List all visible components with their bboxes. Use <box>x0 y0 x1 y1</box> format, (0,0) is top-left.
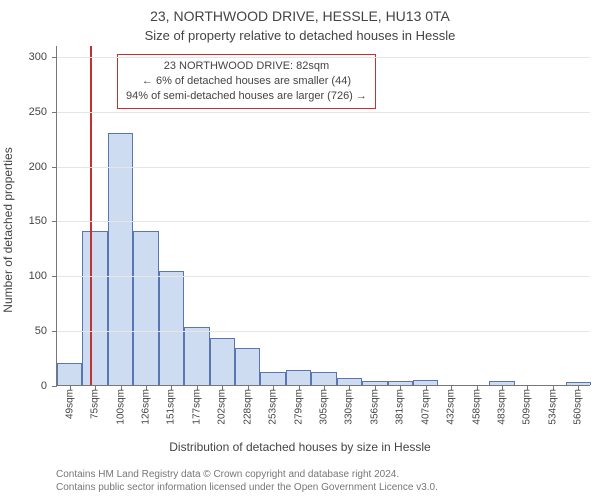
xtick-label: 202sqm <box>217 389 228 425</box>
plot-inner: 23 NORTHWOOD DRIVE: 82sqm ← 6% of detach… <box>56 46 590 386</box>
annotation-box: 23 NORTHWOOD DRIVE: 82sqm ← 6% of detach… <box>117 54 376 109</box>
xtick-label: 49sqm <box>64 389 75 419</box>
xtick-label: 279sqm <box>293 389 304 425</box>
histogram-bar <box>260 372 285 385</box>
histogram-bar <box>82 231 107 385</box>
xtick-label: 177sqm <box>191 389 202 425</box>
reference-line <box>90 46 92 385</box>
plot-area: 23 NORTHWOOD DRIVE: 82sqm ← 6% of detach… <box>56 46 590 386</box>
xtick-label: 509sqm <box>522 389 533 425</box>
histogram-bar <box>235 348 260 385</box>
histogram-bar <box>184 327 209 385</box>
xtick-label: 356sqm <box>369 389 380 425</box>
histogram-bar <box>159 271 184 385</box>
y-axis-label: Number of detached properties <box>1 147 15 312</box>
gridline <box>57 57 590 58</box>
histogram-bar <box>133 231 158 385</box>
ytick-label: 250 <box>29 106 57 118</box>
histogram-bar <box>210 338 235 385</box>
histogram-bar <box>337 378 362 385</box>
xtick-label: 407sqm <box>420 389 431 425</box>
caption-line1: Contains HM Land Registry data © Crown c… <box>56 469 438 482</box>
xtick-label: 228sqm <box>242 389 253 425</box>
ytick-label: 200 <box>29 161 57 173</box>
page-subtitle: Size of property relative to detached ho… <box>0 28 600 43</box>
gridline <box>57 331 590 332</box>
ytick-label: 150 <box>29 215 57 227</box>
histogram-bar <box>57 363 82 385</box>
xtick-label: 100sqm <box>115 389 126 425</box>
gridline <box>57 221 590 222</box>
page-title: 23, NORTHWOOD DRIVE, HESSLE, HU13 0TA <box>0 8 600 24</box>
histogram-bar <box>108 133 133 385</box>
xtick-label: 253sqm <box>268 389 279 425</box>
xtick-label: 432sqm <box>446 389 457 425</box>
ytick-label: 0 <box>41 380 57 392</box>
caption-line2: Contains public sector information licen… <box>56 482 438 495</box>
gridline <box>57 276 590 277</box>
ytick-label: 50 <box>35 325 57 337</box>
histogram-bar <box>286 370 311 385</box>
histogram-bar <box>311 372 336 385</box>
xtick-label: 305sqm <box>319 389 330 425</box>
xtick-label: 534sqm <box>547 389 558 425</box>
x-axis-label: Distribution of detached houses by size … <box>0 440 600 454</box>
caption: Contains HM Land Registry data © Crown c… <box>56 469 438 494</box>
xtick-label: 458sqm <box>471 389 482 425</box>
annotation-line2: ← 6% of detached houses are smaller (44) <box>126 74 367 89</box>
annotation-line3: 94% of semi-detached houses are larger (… <box>126 89 367 104</box>
chart-container: 23, NORTHWOOD DRIVE, HESSLE, HU13 0TA Si… <box>0 0 600 500</box>
ytick-label: 100 <box>29 270 57 282</box>
gridline <box>57 112 590 113</box>
ytick-label: 300 <box>29 51 57 63</box>
xtick-label: 126sqm <box>141 389 152 425</box>
xtick-label: 560sqm <box>573 389 584 425</box>
xtick-label: 483sqm <box>497 389 508 425</box>
xtick-label: 330sqm <box>344 389 355 425</box>
xtick-label: 75sqm <box>90 389 101 419</box>
xtick-label: 381sqm <box>395 389 406 425</box>
gridline <box>57 167 590 168</box>
annotation-line1: 23 NORTHWOOD DRIVE: 82sqm <box>126 59 367 74</box>
xtick-label: 151sqm <box>166 389 177 425</box>
